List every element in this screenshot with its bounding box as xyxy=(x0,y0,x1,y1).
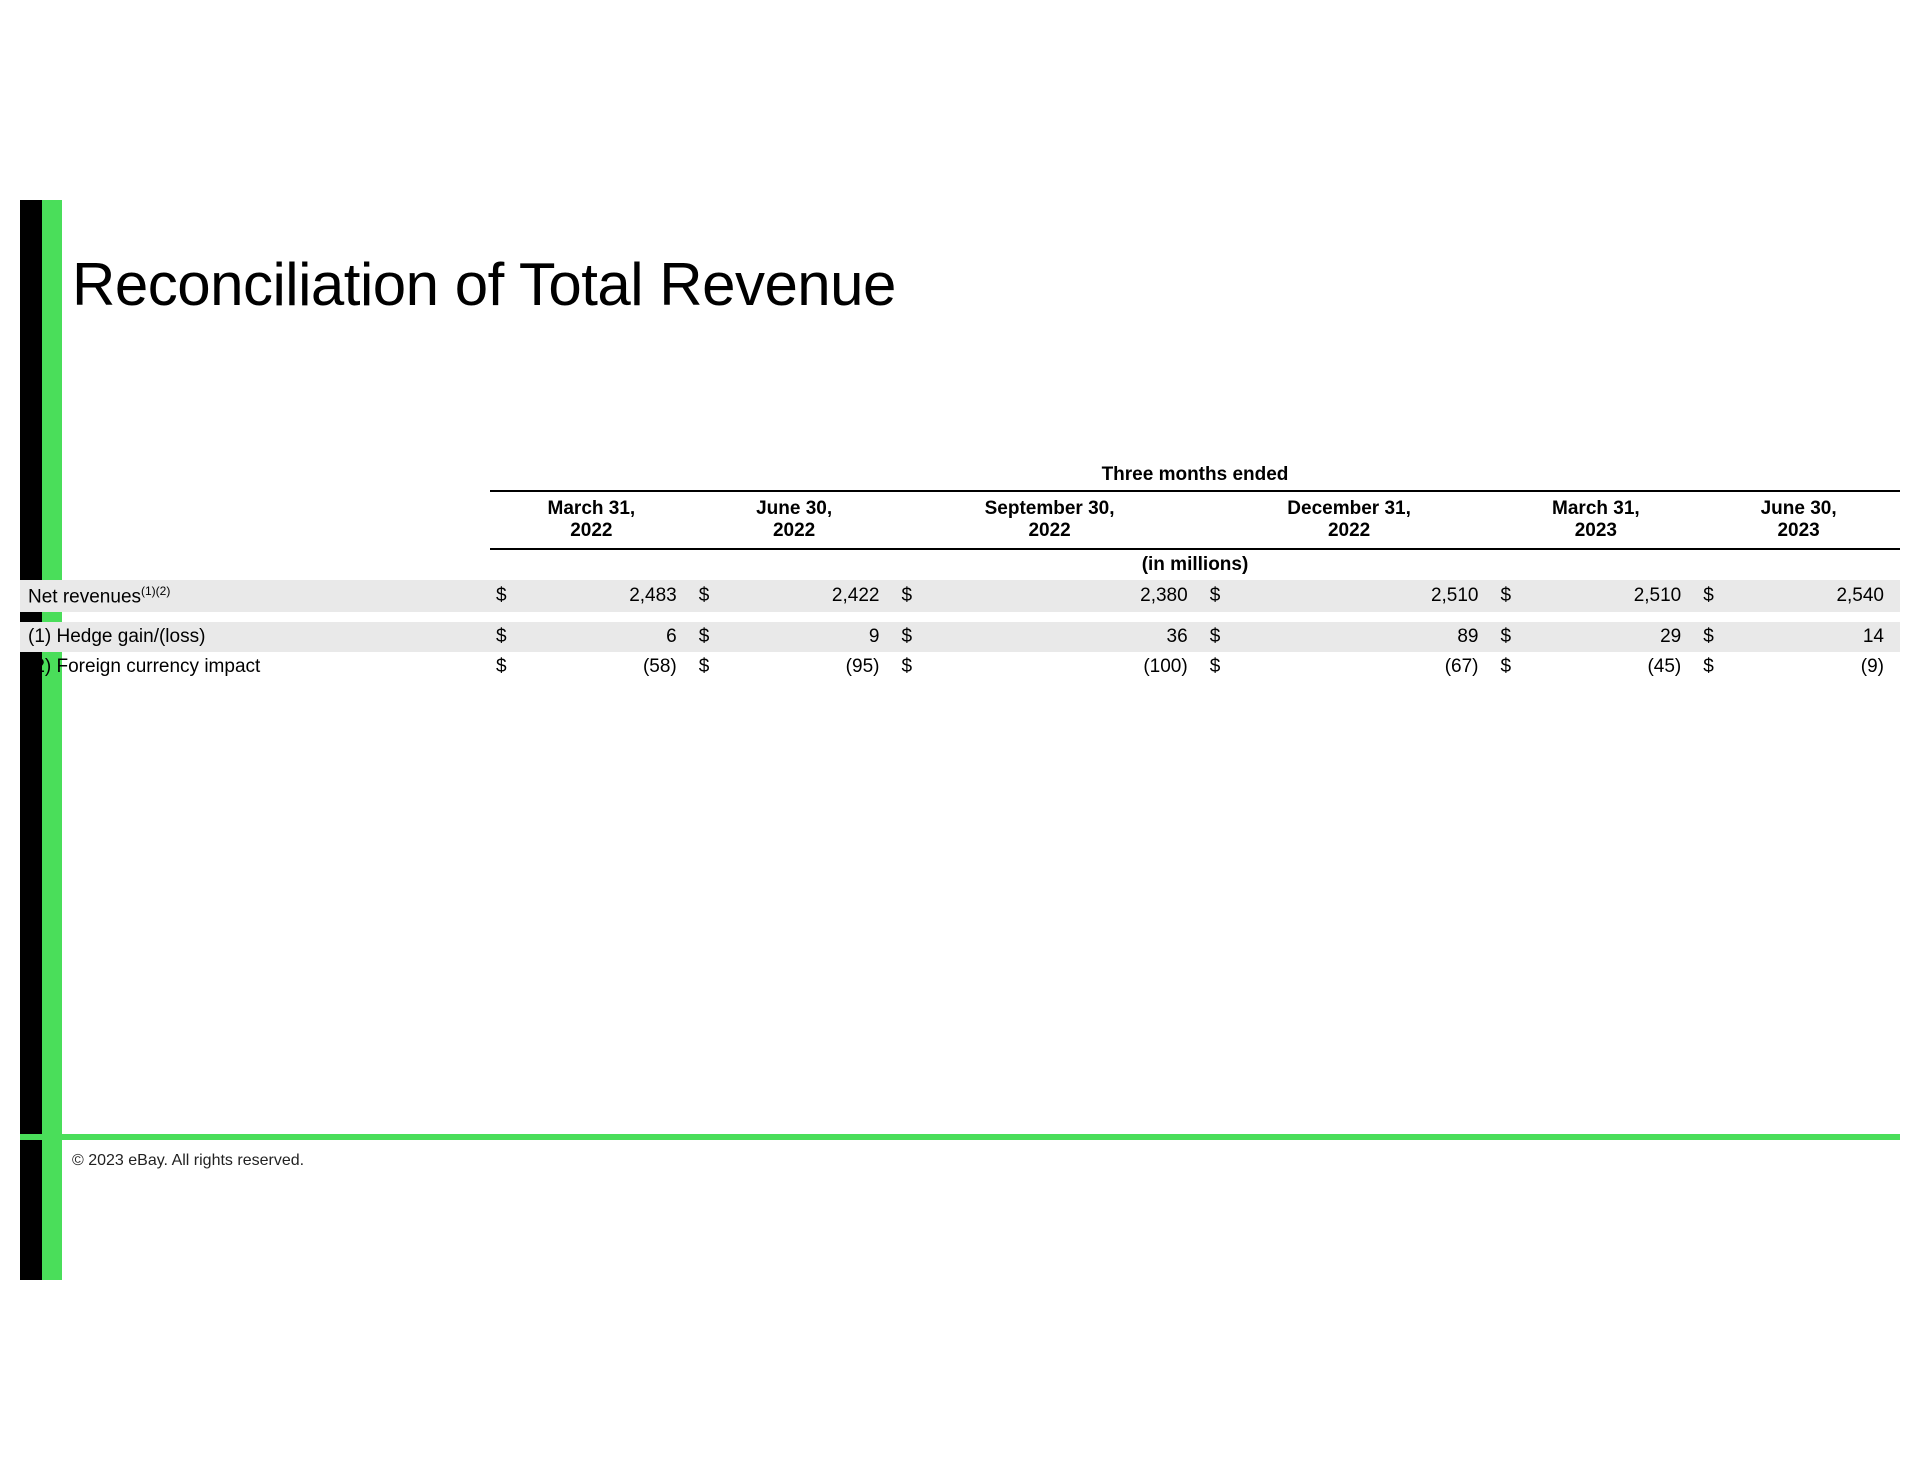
table-super-header-row: Three months ended xyxy=(20,460,1900,491)
currency-symbol: $ xyxy=(1495,622,1523,652)
row-0-val-1: 2,422 xyxy=(721,580,896,612)
slide-page: Reconciliation of Total Revenue Three mo… xyxy=(0,0,1920,1484)
currency-symbol: $ xyxy=(693,622,721,652)
currency-symbol: $ xyxy=(1697,652,1725,682)
row-1-val-3: 89 xyxy=(1232,622,1495,652)
currency-symbol: $ xyxy=(1204,580,1232,612)
table-column-header-row: March 31, 2022 June 30, 2022 September 3… xyxy=(20,491,1900,549)
table-super-header: Three months ended xyxy=(490,460,1900,491)
col-header-5: June 30, 2023 xyxy=(1697,491,1900,549)
row-1-val-2: 36 xyxy=(923,622,1203,652)
col-header-2-line1: September 30, xyxy=(985,498,1115,519)
row-1-label-text: (1) Hedge gain/(loss) xyxy=(28,626,205,647)
row-2-val-4: (45) xyxy=(1523,652,1698,682)
col-header-0: March 31, 2022 xyxy=(490,491,693,549)
col-header-0-line1: March 31, xyxy=(548,498,636,519)
currency-symbol: $ xyxy=(895,652,923,682)
table-units-label: (in millions) xyxy=(490,549,1900,580)
row-1-val-5: 14 xyxy=(1725,622,1900,652)
row-2-val-2: (100) xyxy=(923,652,1203,682)
currency-symbol: $ xyxy=(895,580,923,612)
currency-symbol: $ xyxy=(693,580,721,612)
row-0-val-5: 2,540 xyxy=(1725,580,1900,612)
row-1-val-0: 6 xyxy=(518,622,693,652)
col-header-5-line1: June 30, xyxy=(1761,498,1837,519)
currency-symbol: $ xyxy=(1495,652,1523,682)
table-units-row: (in millions) xyxy=(20,549,1900,580)
footer-green-rule xyxy=(20,1134,1900,1140)
currency-symbol: $ xyxy=(490,652,518,682)
col-header-1-line1: June 30, xyxy=(756,498,832,519)
left-green-bar xyxy=(42,200,62,1280)
currency-symbol: $ xyxy=(693,652,721,682)
col-header-1-line2: 2022 xyxy=(773,520,815,541)
row-1-val-1: 9 xyxy=(721,622,896,652)
row-2-label: (2) Foreign currency impact xyxy=(20,652,490,682)
copyright-text: © 2023 eBay. All rights reserved. xyxy=(72,1152,304,1170)
currency-symbol: $ xyxy=(895,622,923,652)
col-header-4-line2: 2023 xyxy=(1575,520,1617,541)
row-0-val-3: 2,510 xyxy=(1232,580,1495,612)
currency-symbol: $ xyxy=(1495,580,1523,612)
currency-symbol: $ xyxy=(490,622,518,652)
currency-symbol: $ xyxy=(1697,580,1725,612)
col-header-5-line2: 2023 xyxy=(1777,520,1819,541)
row-0-superscript: (1)(2) xyxy=(141,584,170,598)
currency-symbol: $ xyxy=(1204,652,1232,682)
row-2-label-text: (2) Foreign currency impact xyxy=(28,656,260,677)
col-header-0-line2: 2022 xyxy=(570,520,612,541)
row-2-val-3: (67) xyxy=(1232,652,1495,682)
row-0-val-4: 2,510 xyxy=(1523,580,1698,612)
revenue-table-container: Three months ended March 31, 2022 June 3… xyxy=(20,460,1900,682)
table-row: (1) Hedge gain/(loss) $ 6 $ 9 $ 36 $ 89 … xyxy=(20,622,1900,652)
table-spacer xyxy=(20,612,1900,622)
row-2-val-1: (95) xyxy=(721,652,896,682)
row-1-val-4: 29 xyxy=(1523,622,1698,652)
row-2-val-0: (58) xyxy=(518,652,693,682)
col-header-1: June 30, 2022 xyxy=(693,491,896,549)
col-header-2: September 30, 2022 xyxy=(895,491,1203,549)
row-1-label: (1) Hedge gain/(loss) xyxy=(20,622,490,652)
col-header-3-line1: December 31, xyxy=(1287,498,1411,519)
row-0-val-0: 2,483 xyxy=(518,580,693,612)
col-header-3-line2: 2022 xyxy=(1328,520,1370,541)
table-row: (2) Foreign currency impact $ (58) $ (95… xyxy=(20,652,1900,682)
row-0-val-2: 2,380 xyxy=(923,580,1203,612)
col-header-4-line1: March 31, xyxy=(1552,498,1640,519)
col-header-2-line2: 2022 xyxy=(1028,520,1070,541)
row-0-label: Net revenues(1)(2) xyxy=(20,580,490,612)
row-0-label-text: Net revenues xyxy=(28,586,141,607)
currency-symbol: $ xyxy=(1697,622,1725,652)
left-black-bar xyxy=(20,200,42,1280)
row-2-val-5: (9) xyxy=(1725,652,1900,682)
revenue-table: Three months ended March 31, 2022 June 3… xyxy=(20,460,1900,682)
col-header-3: December 31, 2022 xyxy=(1204,491,1495,549)
table-row: Net revenues(1)(2) $ 2,483 $ 2,422 $ 2,3… xyxy=(20,580,1900,612)
currency-symbol: $ xyxy=(490,580,518,612)
col-header-4: March 31, 2023 xyxy=(1495,491,1698,549)
slide-title: Reconciliation of Total Revenue xyxy=(72,250,896,319)
currency-symbol: $ xyxy=(1204,622,1232,652)
